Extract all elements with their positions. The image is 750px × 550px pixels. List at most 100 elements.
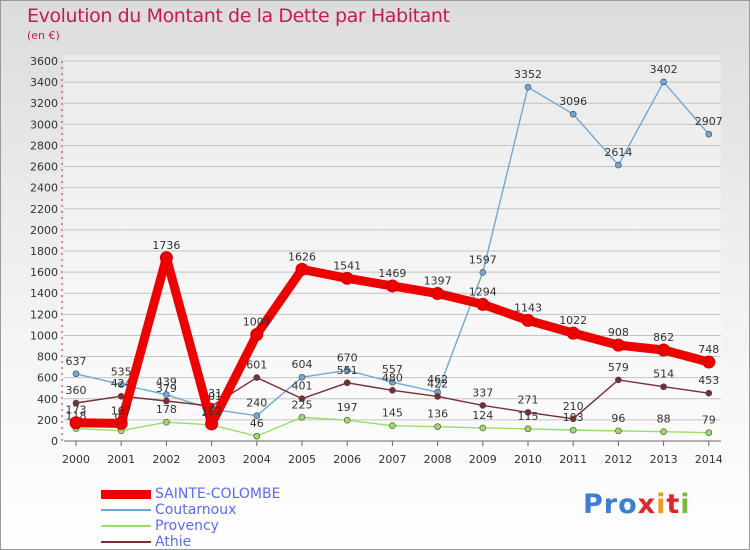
- data-label-provency: 197: [337, 401, 358, 414]
- y-tick-label: 2200: [30, 203, 58, 216]
- data-point-provency: [389, 422, 396, 429]
- data-point-athie: [389, 387, 396, 394]
- data-label-sainte-colombe: 1736: [152, 239, 180, 252]
- data-label-sainte-colombe: 1626: [288, 250, 316, 263]
- data-point-coutarnoux: [389, 378, 396, 386]
- legend-label: Athie: [155, 534, 192, 550]
- legend-swatch: [101, 509, 151, 511]
- y-tick-label: 3600: [30, 55, 58, 68]
- data-label-coutarnoux: 535: [111, 366, 132, 379]
- data-point-coutarnoux: [253, 412, 261, 419]
- data-point-provency: [479, 424, 487, 432]
- data-point-athie: [479, 402, 487, 409]
- legend-swatch: [101, 525, 151, 527]
- y-tick-label: 2600: [30, 161, 58, 174]
- data-point-sainte-colombe: [250, 327, 264, 341]
- data-point-coutarnoux: [163, 391, 170, 398]
- logo-part: x: [637, 489, 657, 520]
- proxiti-logo: Proxiti: [583, 489, 691, 520]
- logo-part: t: [666, 489, 681, 520]
- data-point-sainte-colombe: [657, 343, 671, 357]
- data-label-provency: 46: [250, 417, 264, 430]
- data-point-sainte-colombe: [340, 271, 354, 285]
- x-tick-label: 2007: [378, 453, 406, 466]
- data-label-coutarnoux: 670: [337, 351, 358, 364]
- data-point-provency: [253, 432, 261, 440]
- logo-part: i: [680, 489, 691, 520]
- data-point-athie: [660, 383, 667, 391]
- data-point-sainte-colombe: [114, 416, 128, 430]
- data-point-athie: [343, 379, 351, 387]
- y-tick-label: 800: [37, 351, 58, 364]
- data-point-sainte-colombe: [69, 416, 83, 430]
- data-label-athie: 424: [111, 377, 132, 390]
- data-label-athie: 210: [563, 400, 584, 413]
- data-label-sainte-colombe: 167: [111, 404, 132, 417]
- y-tick-label: 2000: [30, 224, 58, 237]
- data-label-sainte-colombe: 1397: [424, 275, 452, 288]
- data-label-athie: 514: [653, 368, 674, 381]
- data-label-coutarnoux: 3096: [559, 95, 587, 108]
- y-tick-label: 3400: [30, 76, 58, 89]
- data-label-sainte-colombe: 173: [66, 404, 87, 417]
- data-point-provency: [163, 418, 170, 426]
- x-tick-label: 2011: [559, 453, 587, 466]
- y-tick-label: 0: [51, 435, 58, 448]
- data-point-coutarnoux: [298, 373, 306, 381]
- data-point-provency: [298, 413, 306, 421]
- x-tick-label: 2000: [62, 453, 90, 466]
- legend-item: Athie: [101, 535, 191, 549]
- data-label-sainte-colombe: 1469: [378, 267, 406, 280]
- data-label-provency: 124: [472, 409, 493, 422]
- y-tick-label: 1000: [30, 329, 58, 342]
- data-point-athie: [524, 409, 532, 416]
- data-label-coutarnoux: 462: [427, 373, 448, 386]
- x-tick-label: 2009: [469, 453, 497, 466]
- data-point-coutarnoux: [569, 110, 577, 118]
- y-tick-label: 2800: [30, 139, 58, 152]
- data-point-coutarnoux: [479, 269, 487, 276]
- x-tick-label: 2004: [243, 453, 271, 466]
- data-point-coutarnoux: [705, 130, 713, 138]
- logo-part: Pro: [583, 489, 638, 520]
- data-label-provency: 96: [611, 412, 625, 425]
- y-tick-label: 1800: [30, 245, 58, 258]
- data-label-athie: 480: [382, 371, 403, 384]
- data-point-coutarnoux: [524, 83, 532, 91]
- data-label-athie: 271: [518, 393, 539, 406]
- data-label-coutarnoux: 1597: [469, 253, 497, 266]
- y-tick-label: 1600: [30, 266, 58, 279]
- data-label-coutarnoux: 2614: [604, 146, 632, 159]
- data-label-athie: 551: [337, 364, 358, 377]
- data-label-provency: 145: [382, 407, 403, 420]
- logo-part: i: [656, 489, 667, 520]
- y-tick-label: 2400: [30, 182, 58, 195]
- data-label-sainte-colombe: 908: [608, 326, 629, 339]
- data-label-sainte-colombe: 1022: [559, 314, 587, 327]
- data-point-coutarnoux: [343, 366, 351, 374]
- y-tick-label: 1400: [30, 287, 58, 300]
- data-label-sainte-colombe: 1541: [333, 259, 361, 272]
- plot-area: [64, 55, 721, 441]
- y-tick-label: 3000: [30, 118, 58, 131]
- data-point-sainte-colombe: [205, 417, 219, 431]
- data-label-athie: 379: [156, 382, 177, 395]
- data-point-sainte-colombe: [702, 355, 716, 369]
- y-tick-label: 600: [37, 372, 58, 385]
- data-point-athie: [615, 376, 622, 384]
- data-label-sainte-colombe: 748: [698, 343, 719, 356]
- legend-label: SAINTE-COLOMBE: [155, 486, 281, 502]
- data-label-coutarnoux: 604: [292, 358, 313, 371]
- data-label-athie: 422: [427, 377, 448, 390]
- data-point-sainte-colombe: [476, 297, 490, 311]
- data-point-provency: [660, 428, 667, 436]
- data-label-coutarnoux: 240: [246, 397, 267, 410]
- data-point-sainte-colombe: [295, 262, 309, 276]
- data-point-athie: [163, 397, 170, 405]
- data-point-athie: [705, 389, 713, 397]
- data-point-provency: [434, 423, 441, 430]
- data-point-athie: [253, 374, 261, 381]
- data-point-athie: [72, 399, 80, 407]
- legend-item: SAINTE-COLOMBE: [101, 487, 280, 501]
